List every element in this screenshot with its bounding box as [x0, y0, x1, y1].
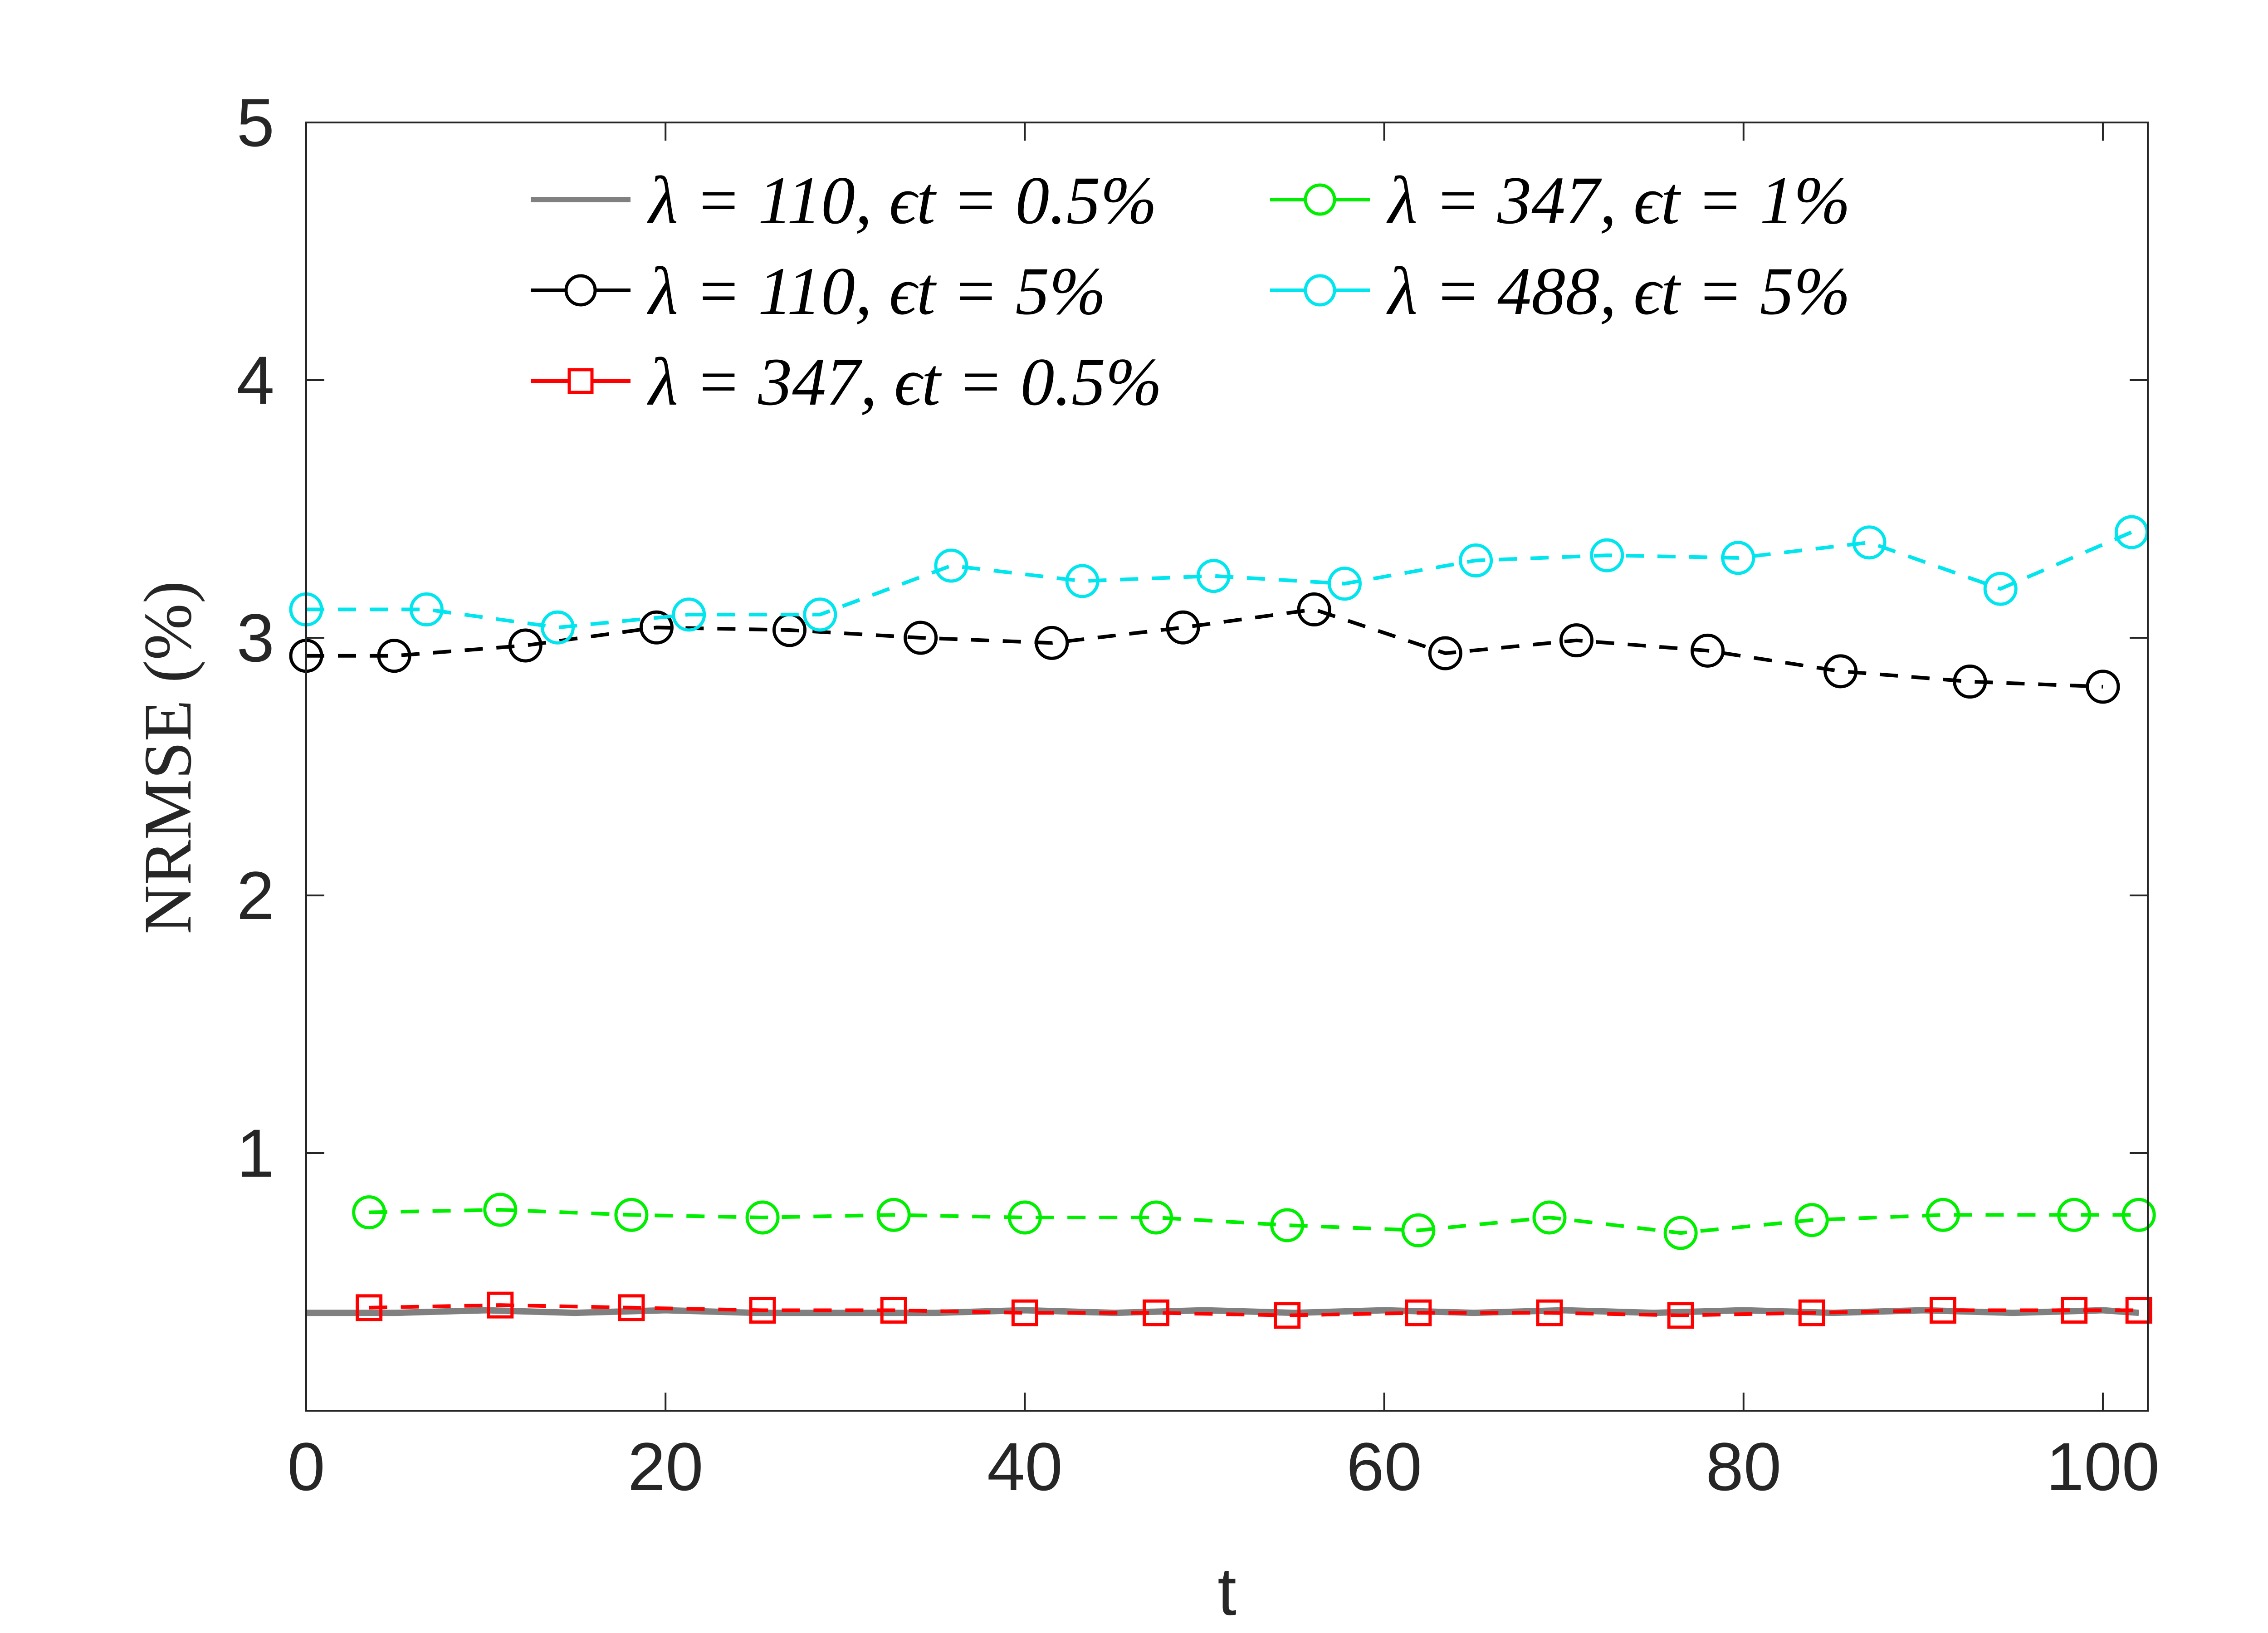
x-tick-label: 80	[1706, 1428, 1781, 1505]
data-point	[352, 1195, 386, 1230]
data-point	[1270, 1208, 1305, 1242]
data-point	[541, 610, 575, 645]
legend-label: λ = 110, ϵt = 0.5%	[647, 163, 1157, 238]
data-point	[1274, 1302, 1301, 1329]
x-axis-label: t	[1217, 1553, 1237, 1629]
data-point	[1011, 1299, 1038, 1326]
legend-entry-1: λ = 110, ϵt = 5%	[531, 254, 1106, 329]
data-point	[672, 597, 706, 632]
data-point	[1983, 572, 2018, 606]
axes-box	[305, 122, 2149, 1412]
data-point	[2061, 1296, 2088, 1324]
data-point	[508, 628, 543, 663]
y-axis-label: NRMSE (%)	[130, 581, 205, 934]
data-point	[749, 1296, 776, 1324]
y-tick-label: 3	[237, 600, 274, 676]
data-point	[2121, 1198, 2156, 1232]
legend-label: λ = 347, ϵt = 1%	[1386, 163, 1850, 238]
data-point	[2086, 670, 2120, 704]
y-tick-label: 4	[237, 342, 274, 418]
data-point	[1794, 1203, 1829, 1237]
x-tick-label: 60	[1346, 1428, 1422, 1505]
data-point	[1035, 626, 1069, 660]
x-tick-label: 20	[628, 1428, 704, 1505]
data-point	[356, 1294, 383, 1321]
data-point	[1401, 1213, 1436, 1247]
legend-marker	[567, 368, 594, 394]
legend-label: λ = 110, ϵt = 5%	[647, 254, 1106, 329]
legend-label: λ = 347, ϵt = 0.5%	[647, 344, 1162, 420]
data-point	[409, 592, 444, 627]
legend-label: λ = 488, ϵt = 5%	[1386, 254, 1850, 329]
data-point	[1166, 610, 1200, 645]
data-point	[1327, 567, 1362, 601]
data-point	[1139, 1200, 1173, 1235]
data-point	[1823, 654, 1858, 689]
series-layer	[289, 515, 2156, 1329]
data-point	[745, 1200, 780, 1235]
data-point	[1926, 1198, 1960, 1232]
data-point	[2057, 1198, 2092, 1232]
data-point	[1007, 1200, 1042, 1235]
data-point	[1929, 1296, 1956, 1324]
data-point	[1559, 623, 1593, 658]
data-point	[1428, 636, 1462, 670]
series-2	[356, 1291, 2152, 1329]
series-line	[306, 530, 2132, 630]
x-tick-label: 40	[987, 1428, 1063, 1505]
legend: λ = 110, ϵt = 0.5% λ = 110, ϵt = 5% λ = 34…	[531, 163, 1850, 420]
legend-entry-0: λ = 110, ϵt = 0.5%	[531, 163, 1157, 238]
data-point	[1297, 592, 1331, 627]
data-point	[1590, 538, 1624, 572]
legend-marker	[1304, 274, 1336, 307]
series-line	[369, 1208, 2139, 1235]
y-tick-label: 1	[237, 1115, 274, 1191]
y-tick-label: 2	[237, 857, 274, 934]
data-point	[377, 639, 411, 673]
data-point	[1953, 665, 1987, 699]
data-point	[1536, 1299, 1563, 1326]
series-line	[369, 1303, 2139, 1317]
series-3	[352, 1193, 2156, 1250]
data-point	[904, 621, 938, 655]
data-point	[1798, 1299, 1825, 1326]
x-tick-label: 100	[2046, 1428, 2160, 1505]
data-point	[880, 1296, 907, 1324]
data-point	[1667, 1302, 1694, 1329]
axes-layer: 0 20 40 60 80 100 1 2 3 4 5	[237, 84, 2160, 1505]
data-point	[1691, 633, 1725, 668]
data-point	[803, 597, 837, 632]
data-point	[1852, 525, 1887, 560]
legend-entry-4: λ = 488, ϵt = 5%	[1270, 254, 1850, 329]
data-point	[1065, 564, 1100, 598]
data-point	[1663, 1216, 1698, 1250]
legend-marker	[1304, 183, 1336, 216]
data-point	[876, 1198, 911, 1232]
data-point	[1532, 1200, 1567, 1235]
data-point	[1721, 541, 1755, 575]
data-point	[487, 1291, 514, 1319]
legend-entry-3: λ = 347, ϵt = 1%	[1270, 163, 1850, 238]
data-point	[2125, 1296, 2152, 1324]
x-tick-label: 0	[287, 1428, 325, 1505]
y-tick-label: 5	[237, 84, 274, 161]
data-point	[1143, 1299, 1170, 1326]
data-point	[1459, 543, 1493, 578]
data-point	[614, 1198, 649, 1232]
data-point	[1405, 1299, 1432, 1326]
data-point	[1196, 559, 1231, 593]
data-point	[483, 1193, 518, 1227]
data-point	[639, 610, 674, 645]
legend-entry-2: λ = 347, ϵt = 0.5%	[531, 344, 1162, 420]
data-point	[618, 1294, 645, 1321]
legend-marker	[564, 274, 597, 307]
data-point	[934, 548, 968, 583]
